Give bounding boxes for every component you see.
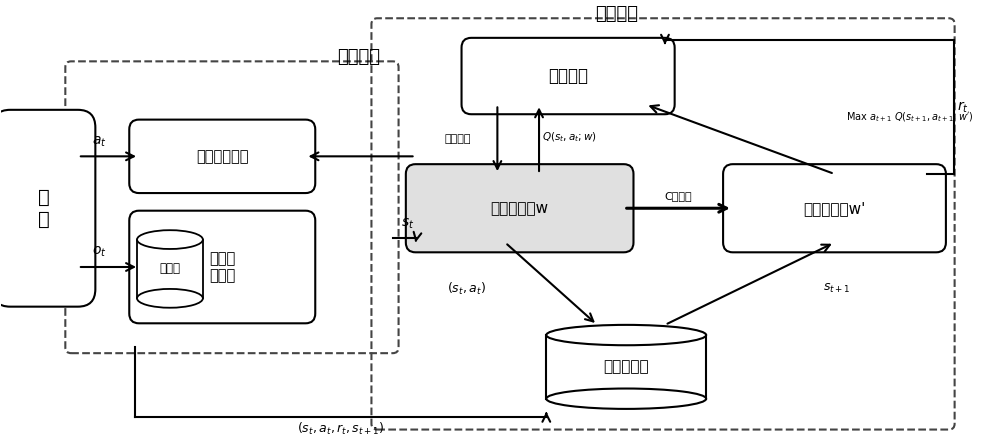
Text: 交互模块: 交互模块 (337, 48, 380, 66)
Text: 回放记忆池: 回放记忆池 (603, 359, 649, 374)
Text: $o_t$: $o_t$ (92, 245, 107, 259)
Text: Max $a_{t+1}$ $Q(s_{t+1}, a_{t+1}; w')$: Max $a_{t+1}$ $Q(s_{t+1}, a_{t+1}; w')$ (846, 110, 974, 124)
Ellipse shape (546, 325, 706, 345)
FancyBboxPatch shape (0, 110, 95, 307)
Text: 当前值网络w: 当前值网络w (491, 201, 549, 216)
FancyBboxPatch shape (462, 38, 675, 114)
Text: 控制决策模块: 控制决策模块 (196, 149, 249, 164)
Text: C步拷贝: C步拷贝 (664, 191, 692, 202)
Text: $s_{t+1}$: $s_{t+1}$ (823, 282, 850, 295)
FancyBboxPatch shape (129, 120, 315, 193)
Text: 梯度更新: 梯度更新 (445, 134, 471, 144)
Text: $a_t$: $a_t$ (92, 134, 107, 149)
Text: 目标值网络w': 目标值网络w' (803, 201, 866, 216)
Text: 误差模块: 误差模块 (548, 67, 588, 85)
FancyBboxPatch shape (723, 164, 946, 252)
FancyBboxPatch shape (129, 211, 315, 323)
Text: 环
境: 环 境 (38, 188, 50, 229)
Ellipse shape (546, 389, 706, 409)
FancyBboxPatch shape (406, 164, 633, 252)
Bar (546, 335, 706, 399)
Text: $s_t$: $s_t$ (401, 217, 414, 231)
Text: $Q(s_t, a_t; w)$: $Q(s_t, a_t; w)$ (542, 130, 597, 144)
Text: 记忆堆: 记忆堆 (159, 263, 180, 275)
Ellipse shape (137, 289, 203, 308)
Text: 更新模块: 更新模块 (595, 5, 638, 23)
Text: $r_t$: $r_t$ (957, 99, 968, 114)
Bar (137, 240, 203, 298)
Text: 状态感
应模块: 状态感 应模块 (209, 251, 235, 283)
Text: $(s_t, a_t, r_t, s_{t+1})$: $(s_t, a_t, r_t, s_{t+1})$ (297, 421, 384, 437)
Text: $(s_t, a_t)$: $(s_t, a_t)$ (447, 281, 486, 297)
Ellipse shape (137, 230, 203, 249)
